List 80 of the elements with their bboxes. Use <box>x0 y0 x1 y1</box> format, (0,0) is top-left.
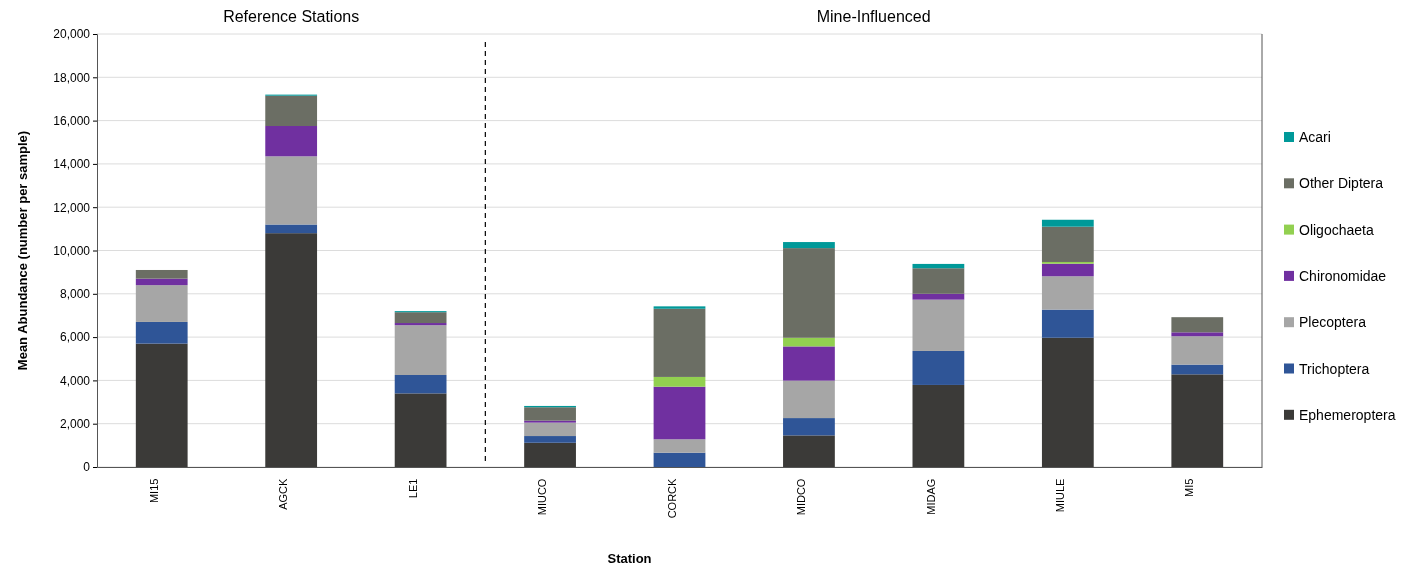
bar <box>265 224 318 234</box>
legend-label: Other Diptera <box>1299 175 1384 192</box>
bar <box>135 285 188 322</box>
bar <box>1171 332 1224 337</box>
bar <box>135 343 188 467</box>
bar <box>1041 309 1094 338</box>
bar <box>783 435 835 467</box>
bar <box>783 242 835 249</box>
x-tick-label: CORCK <box>665 477 678 519</box>
text: Mine-Influenced <box>816 8 931 25</box>
bar <box>783 418 835 436</box>
bar <box>135 321 188 344</box>
bar <box>912 263 965 269</box>
bar <box>783 248 835 338</box>
y-tick-label: 16,000 <box>53 113 91 128</box>
bar <box>783 346 835 381</box>
bar <box>912 384 965 467</box>
legend-label: Chironomidae <box>1299 267 1387 284</box>
bar <box>135 278 188 286</box>
x-axis-title: Station <box>607 551 652 566</box>
bar <box>783 380 835 419</box>
y-tick-label: 4,000 <box>59 373 91 388</box>
text: Reference Stations <box>223 8 360 25</box>
x-tick-label: MIUCO <box>536 478 549 516</box>
bar <box>912 293 965 300</box>
bar <box>1171 374 1224 467</box>
bar <box>394 323 447 326</box>
bar <box>1171 317 1224 333</box>
bar <box>653 439 706 453</box>
bar <box>653 376 706 387</box>
bar <box>265 233 318 467</box>
bar <box>653 308 706 377</box>
legend-label: Trichoptera <box>1299 360 1370 377</box>
bar <box>135 269 188 279</box>
bar <box>912 299 965 351</box>
y-tick-label: 14,000 <box>53 157 91 172</box>
y-tick-label: 2,000 <box>59 417 91 432</box>
bar <box>394 325 447 375</box>
bar <box>1041 219 1094 227</box>
y-axis-title: Mean Abundance (number per sample) <box>15 130 30 371</box>
legend-label: Plecoptera <box>1299 314 1367 331</box>
x-tick-label: AGCK <box>277 477 290 510</box>
y-tick-label: 8,000 <box>59 287 91 302</box>
bar <box>524 442 576 467</box>
bar <box>394 312 447 324</box>
legend-label: Ephemeroptera <box>1299 406 1396 423</box>
y-tick-label: 20,000 <box>53 27 91 42</box>
bar <box>653 306 706 309</box>
bar <box>1041 276 1094 310</box>
legend-label: Acari <box>1299 129 1331 145</box>
y-tick-label: 12,000 <box>53 200 91 215</box>
bar <box>265 156 318 225</box>
bar <box>265 95 318 127</box>
legend-label: Oligochaeta <box>1299 221 1374 238</box>
bar <box>912 350 965 385</box>
bar <box>653 386 706 440</box>
x-tick-label: MI5 <box>1183 478 1196 497</box>
bar <box>1041 263 1094 277</box>
bar <box>1041 337 1094 467</box>
bar <box>1171 336 1224 365</box>
x-tick-label: MI15 <box>147 478 160 504</box>
bar <box>1041 226 1094 262</box>
bar <box>912 268 965 294</box>
bar <box>1171 364 1224 375</box>
bar <box>653 452 706 467</box>
bar <box>524 422 576 437</box>
x-tick-label: MIDAG <box>924 478 937 515</box>
y-tick-label: 18,000 <box>53 70 91 85</box>
bar <box>524 407 576 421</box>
y-tick-label: 0 <box>83 460 91 475</box>
bar <box>394 374 447 394</box>
y-tick-label: 10,000 <box>53 243 91 258</box>
x-tick-label: LE1 <box>406 478 419 499</box>
bar <box>265 126 318 157</box>
bar <box>394 393 447 467</box>
bar <box>783 337 835 347</box>
bar <box>524 436 576 443</box>
x-tick-label: MIULE <box>1053 478 1066 513</box>
y-tick-label: 6,000 <box>59 330 91 345</box>
x-tick-label: MIDCO <box>795 478 808 516</box>
